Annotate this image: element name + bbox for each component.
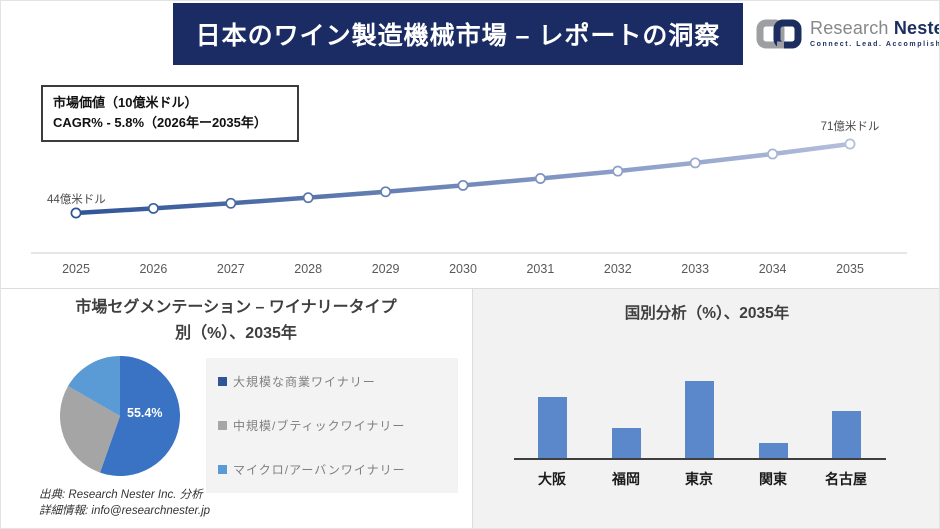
legend-label: マイクロ/アーバンワイナリー <box>233 463 406 477</box>
pie-slice-percentage: 55.4% <box>127 406 163 420</box>
footer: 出典: Research Nester Inc. 分析 詳細情報: info@r… <box>39 487 210 519</box>
data-point-marker <box>225 197 237 209</box>
bar-axis-line <box>514 458 886 460</box>
line-series <box>70 138 856 219</box>
logo-name-primary: Research <box>810 18 889 38</box>
x-axis-tick-label: 2028 <box>294 262 322 276</box>
logo-name-secondary: Nester <box>893 18 939 38</box>
x-axis-tick-label: 2025 <box>62 262 90 276</box>
bar-category-label: 東京 <box>685 471 713 487</box>
segmentation-title: 市場セグメンテーション – ワイナリータイプ 別（%）、2035年 <box>11 295 461 347</box>
data-point-marker <box>70 207 82 219</box>
x-axis-labels: 2025 2026 2027 2028 2029 2030 2031 2032 2033 2034… <box>62 262 864 276</box>
market-line-chart: 2025 2026 2027 2028 2029 2030 2031 2032 2033 2034… <box>31 120 907 276</box>
start-value-label: 44億米ドル <box>47 193 106 206</box>
legend-item: マイクロ/アーバンワイナリー <box>218 461 446 478</box>
brand-logo: Research Nester Connect. Lead. Accomplis… <box>755 16 940 54</box>
country-analysis-panel: 国別分析（%）、2035年 大阪 福岡 東京 関東 名古屋 <box>473 289 939 528</box>
legend-swatch-micro-winery <box>218 465 227 474</box>
x-axis-tick-label: 2031 <box>526 262 554 276</box>
contact-note: 詳細情報: info@researchnester.jp <box>39 505 211 517</box>
x-axis-tick-label: 2035 <box>836 262 864 276</box>
source-note: 出典: Research Nester Inc. 分析 <box>39 489 203 501</box>
header-banner: 日本のワイン製造機械市場 – レポートの洞察 <box>173 3 743 65</box>
pie-slice <box>67 356 120 416</box>
bar <box>611 428 641 458</box>
logo-tagline: Connect. Lead. Accomplish <box>810 41 940 48</box>
x-axis-tick-label: 2032 <box>604 262 632 276</box>
bar <box>758 443 788 458</box>
market-value-box: 市場価値（10億米ドル） CAGR% - 5.8%（2026年ー2035年） <box>41 85 299 142</box>
legend-swatch-midsize-winery <box>218 421 227 430</box>
data-point-marker <box>380 186 392 198</box>
data-point-marker <box>844 138 856 150</box>
data-point-marker <box>689 157 701 169</box>
logo-text: Research Nester Connect. Lead. Accomplis… <box>810 18 940 48</box>
legend-label: 中規模/ブティックワイナリー <box>233 419 406 433</box>
legend-label: 大規模な商業ワイナリー <box>233 375 376 389</box>
trend-line <box>73 141 853 216</box>
market-value-label: 市場価値（10億米ドル） <box>53 95 198 110</box>
data-point-marker <box>302 192 314 204</box>
segmentation-title-line2: 別（%）、2035年 <box>175 325 297 342</box>
bar-category-label: 大阪 <box>538 471 566 487</box>
x-axis-tick-label: 2033 <box>681 262 709 276</box>
bar <box>684 381 714 458</box>
legend-item: 中規模/ブティックワイナリー <box>218 417 446 434</box>
horizontal-divider <box>1 288 939 289</box>
end-value-label: 71億米ドル <box>821 120 880 133</box>
country-analysis-title: 国別分析（%）、2035年 <box>624 305 790 322</box>
winery-type-pie-chart <box>60 356 180 476</box>
page-title: 日本のワイン製造機械市場 – レポートの洞察 <box>195 22 721 50</box>
bar-category-label: 福岡 <box>612 471 640 487</box>
pie-slice <box>60 386 120 473</box>
legend-swatch-large-winery <box>218 377 227 386</box>
x-axis-tick-label: 2034 <box>759 262 787 276</box>
bar-category-label: 名古屋 <box>825 471 867 487</box>
vertical-divider <box>472 289 473 528</box>
x-axis-tick-label: 2029 <box>372 262 400 276</box>
bar-category-label: 関東 <box>759 471 787 487</box>
legend-item: 大規模な商業ワイナリー <box>218 373 446 390</box>
data-point-marker <box>457 179 469 191</box>
pie-slice <box>100 356 180 476</box>
bar <box>537 397 567 458</box>
x-axis-tick-label: 2026 <box>139 262 167 276</box>
logo-chain-icon <box>756 19 802 49</box>
data-point-marker <box>612 165 624 177</box>
logo-name: Research Nester <box>810 18 939 39</box>
x-axis-tick-label: 2030 <box>449 262 477 276</box>
bar <box>831 411 861 458</box>
data-point-marker <box>534 173 546 184</box>
cagr-label: CAGR% - 5.8%（2026年ー2035年） <box>53 115 267 130</box>
data-point-marker <box>767 148 779 160</box>
segmentation-title-line1: 市場セグメンテーション – ワイナリータイプ <box>75 299 397 316</box>
data-point-marker <box>147 202 159 214</box>
pie-legend: 大規模な商業ワイナリー 中規模/ブティックワイナリー マイクロ/アーバンワイナリ… <box>206 358 458 493</box>
x-axis-tick-label: 2027 <box>217 262 245 276</box>
